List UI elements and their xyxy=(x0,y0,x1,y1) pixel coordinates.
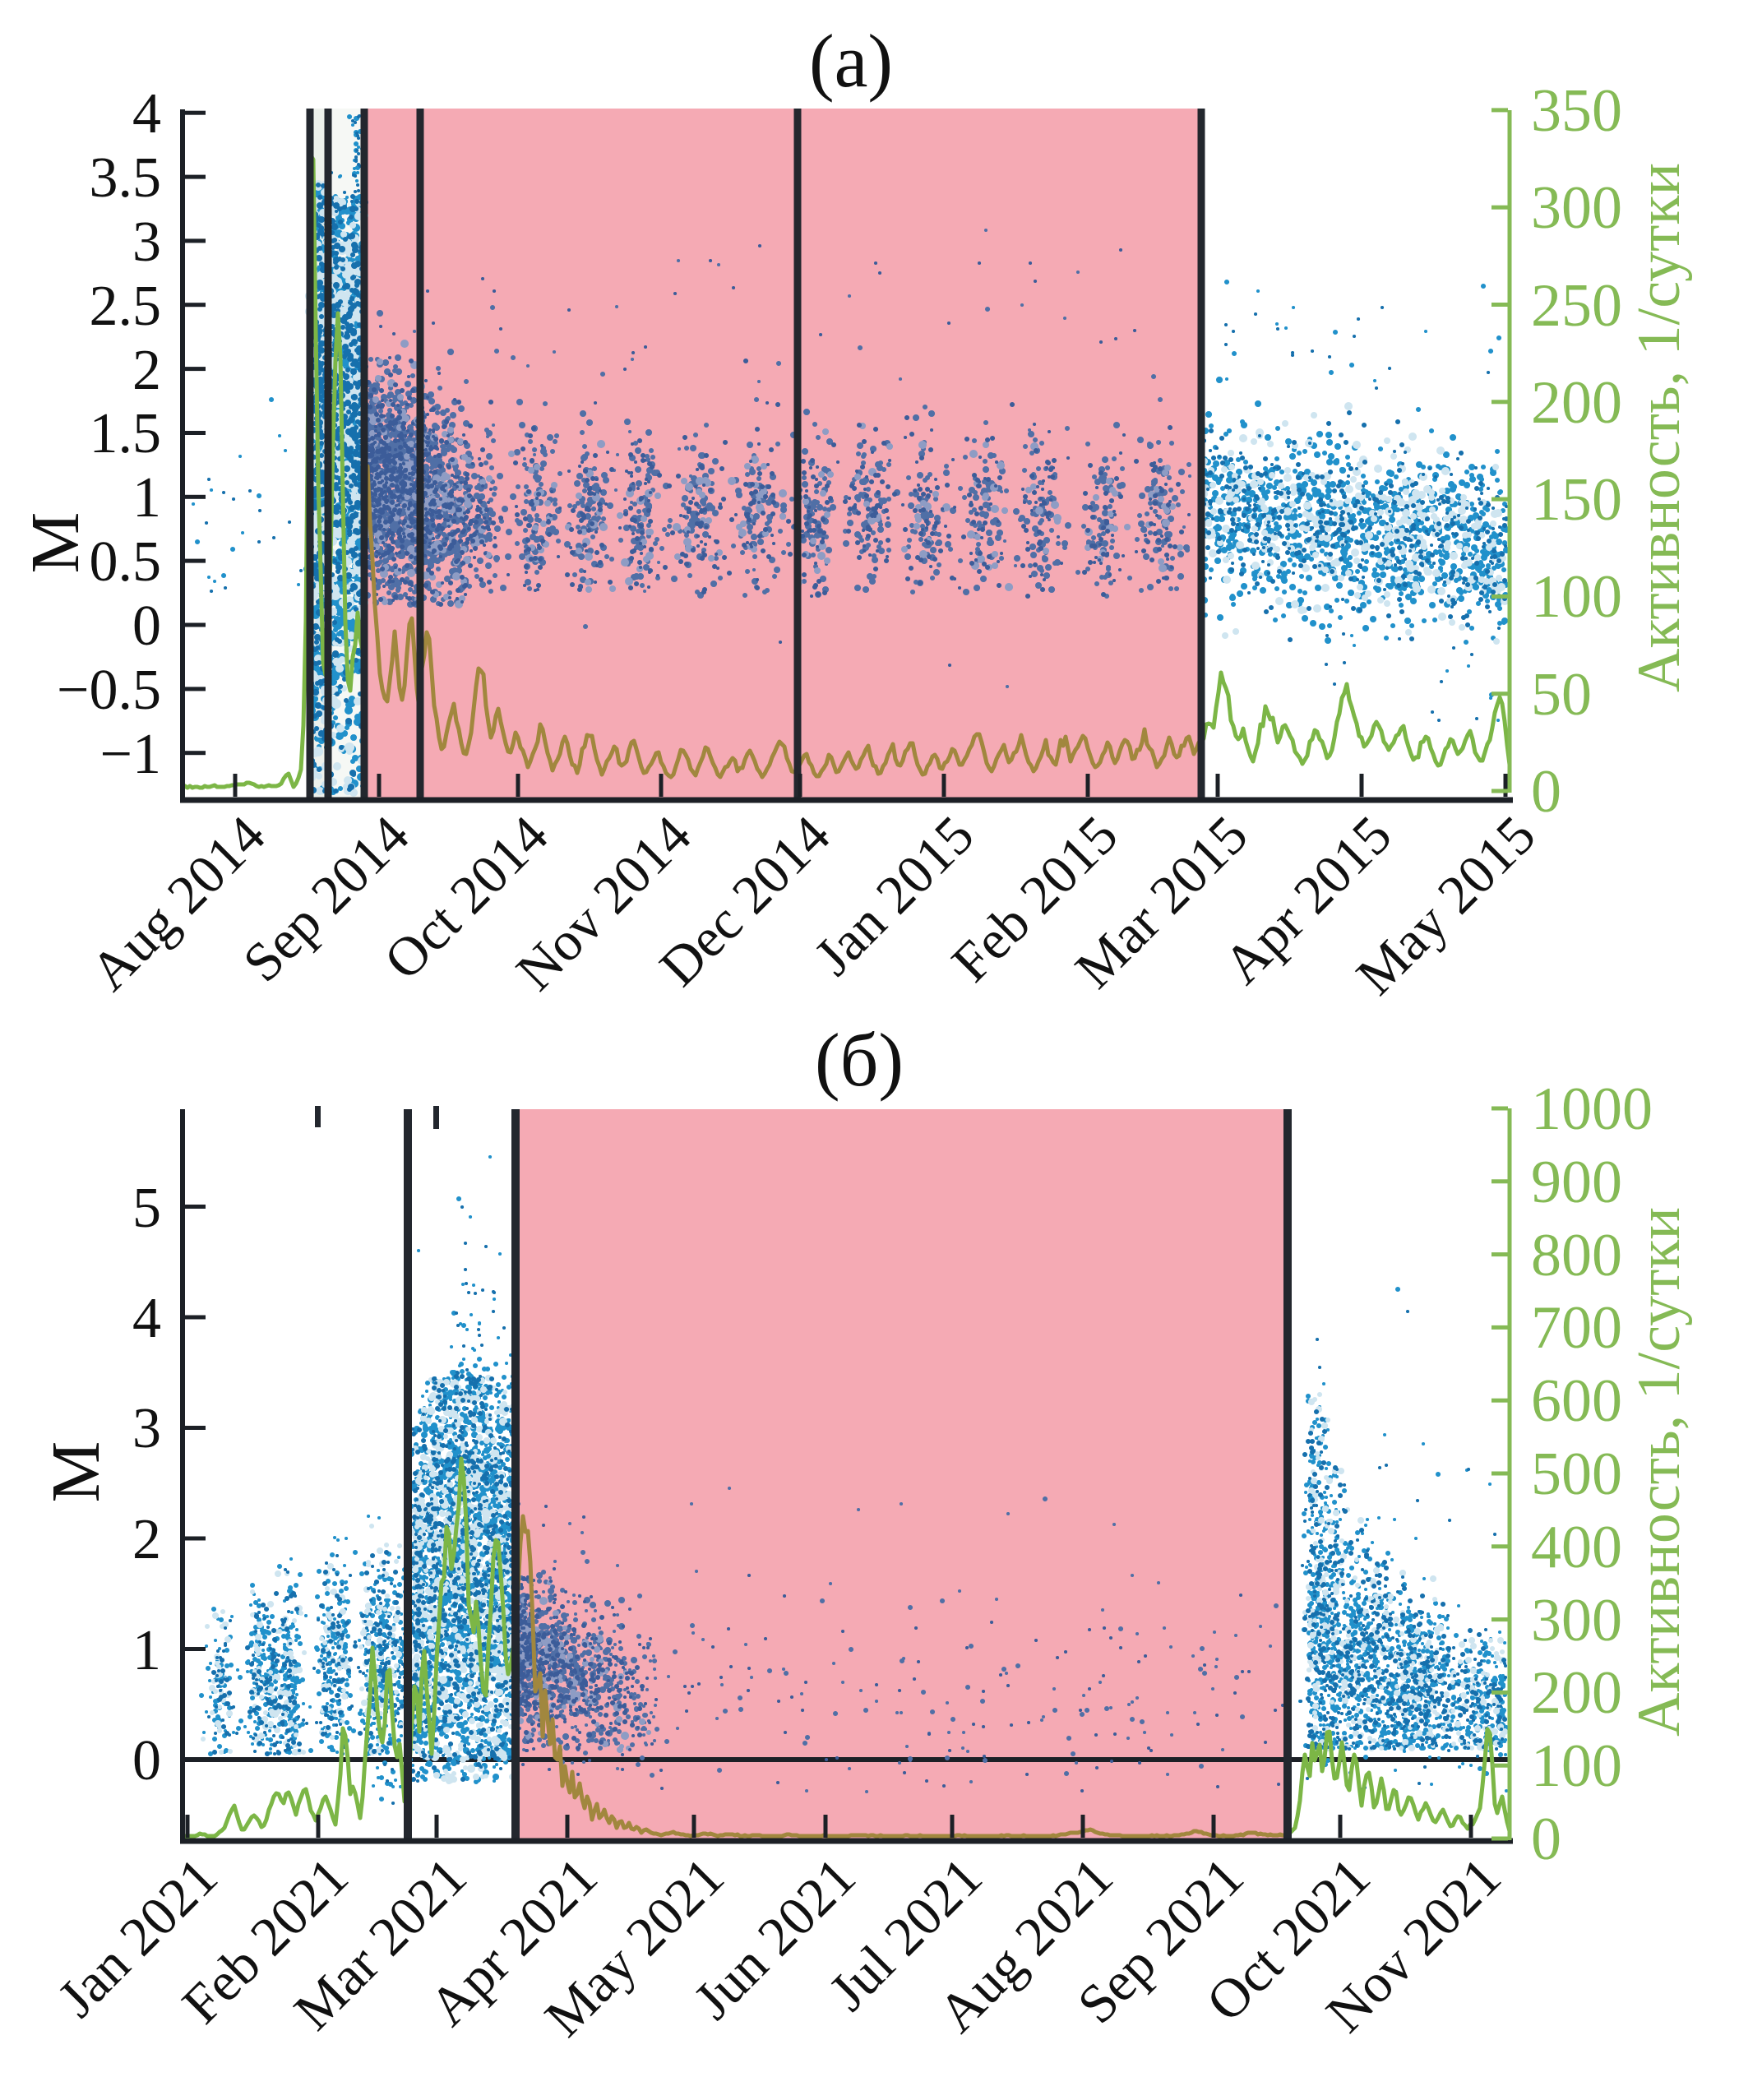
svg-text:0: 0 xyxy=(1531,1806,1561,1873)
svg-text:5: 5 xyxy=(132,1177,161,1240)
svg-text:2: 2 xyxy=(132,339,161,402)
svg-text:−0.5: −0.5 xyxy=(57,659,161,722)
svg-text:0: 0 xyxy=(132,594,161,658)
svg-text:1000: 1000 xyxy=(1531,1075,1653,1143)
svg-text:2: 2 xyxy=(132,1508,161,1571)
svg-text:(а): (а) xyxy=(809,19,893,103)
svg-text:900: 900 xyxy=(1531,1149,1622,1216)
svg-text:Активность, 1/сутки: Активность, 1/сутки xyxy=(1626,163,1693,692)
svg-text:600: 600 xyxy=(1531,1367,1622,1435)
svg-text:−1: −1 xyxy=(100,723,161,786)
svg-text:350: 350 xyxy=(1531,77,1622,145)
svg-text:Активность, 1/сутки: Активность, 1/сутки xyxy=(1626,1207,1693,1737)
svg-text:3.5: 3.5 xyxy=(90,146,162,210)
svg-text:4: 4 xyxy=(132,1287,161,1350)
svg-text:(б): (б) xyxy=(815,1018,904,1102)
svg-text:1: 1 xyxy=(132,1619,161,1682)
svg-text:0.5: 0.5 xyxy=(90,530,162,594)
svg-text:500: 500 xyxy=(1531,1441,1622,1508)
svg-text:3: 3 xyxy=(132,1397,161,1460)
svg-text:50: 50 xyxy=(1531,661,1592,729)
svg-text:800: 800 xyxy=(1531,1222,1622,1289)
svg-text:200: 200 xyxy=(1531,369,1622,437)
svg-text:200: 200 xyxy=(1531,1659,1622,1727)
svg-text:1.5: 1.5 xyxy=(90,402,162,465)
svg-text:100: 100 xyxy=(1531,1732,1622,1800)
svg-text:700: 700 xyxy=(1531,1294,1622,1362)
svg-text:M: M xyxy=(17,512,94,574)
svg-text:M: M xyxy=(38,1441,114,1503)
svg-text:1: 1 xyxy=(132,466,161,530)
svg-text:0: 0 xyxy=(1531,758,1561,826)
svg-text:400: 400 xyxy=(1531,1514,1622,1581)
svg-text:300: 300 xyxy=(1531,174,1622,242)
svg-text:300: 300 xyxy=(1531,1587,1622,1654)
svg-text:2.5: 2.5 xyxy=(90,275,162,338)
svg-text:150: 150 xyxy=(1531,466,1622,534)
svg-text:0: 0 xyxy=(132,1729,161,1792)
svg-text:100: 100 xyxy=(1531,563,1622,631)
svg-text:4: 4 xyxy=(132,82,161,146)
svg-text:3: 3 xyxy=(132,210,161,274)
svg-text:250: 250 xyxy=(1531,272,1622,340)
